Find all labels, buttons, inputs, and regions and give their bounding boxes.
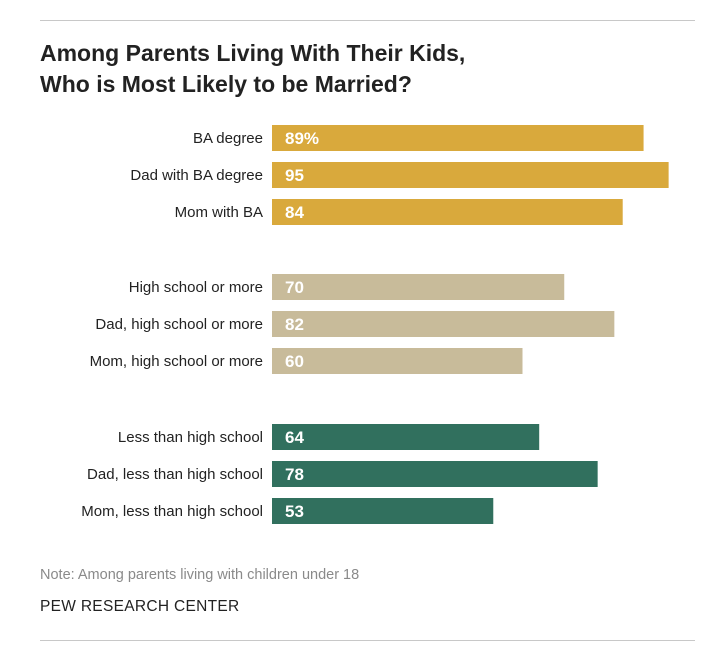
- category-label: Dad, high school or more: [95, 316, 263, 333]
- bar-value-label: 84: [285, 203, 304, 222]
- bar-chart: 89% BA degree 95 Dad with BA degree 84 Mom wi…: [81, 125, 669, 524]
- bar-value-label: 89%: [285, 129, 319, 148]
- bar-value-label: 64: [285, 428, 304, 447]
- bar-value-label: 82: [285, 315, 304, 334]
- bar-ba-degree: [272, 125, 644, 151]
- bar-dad-high-school-or-more: [272, 311, 615, 337]
- bar-value-label: 78: [285, 465, 304, 484]
- category-label: Dad with BA degree: [130, 167, 263, 184]
- bar-high-school-or-more: [272, 274, 565, 300]
- bar-value-label: 53: [285, 502, 304, 521]
- top-rule: [40, 20, 695, 21]
- category-label: Less than high school: [118, 429, 263, 446]
- bar-mom-high-school-or-more: [272, 348, 523, 374]
- bar-value-label: 70: [285, 278, 304, 297]
- category-label: Mom with BA: [175, 204, 263, 221]
- category-label: Mom, less than high school: [81, 503, 263, 520]
- bar-mom-less-than-high-school: [272, 498, 494, 524]
- category-label: BA degree: [193, 130, 263, 147]
- chart-title: Among Parents Living With Their Kids, Wh…: [40, 38, 680, 100]
- chart-note: Note: Among parents living with children…: [40, 567, 360, 583]
- bottom-rule: [40, 640, 695, 641]
- title-line-1: Among Parents Living With Their Kids,: [40, 40, 466, 66]
- bar-value-label: 60: [285, 352, 304, 371]
- bar-value-label: 95: [285, 166, 304, 185]
- category-label: Mom, high school or more: [90, 353, 263, 370]
- bar-dad-with-ba-degree: [272, 162, 669, 188]
- bar-dad-less-than-high-school: [272, 461, 598, 487]
- bar-mom-with-ba: [272, 199, 623, 225]
- title-line-2: Who is Most Likely to be Married?: [40, 71, 412, 97]
- category-label: Dad, less than high school: [87, 466, 263, 483]
- category-label: High school or more: [129, 279, 263, 296]
- source-credit: PEW RESEARCH CENTER: [40, 598, 240, 615]
- bar-less-than-high-school: [272, 424, 540, 450]
